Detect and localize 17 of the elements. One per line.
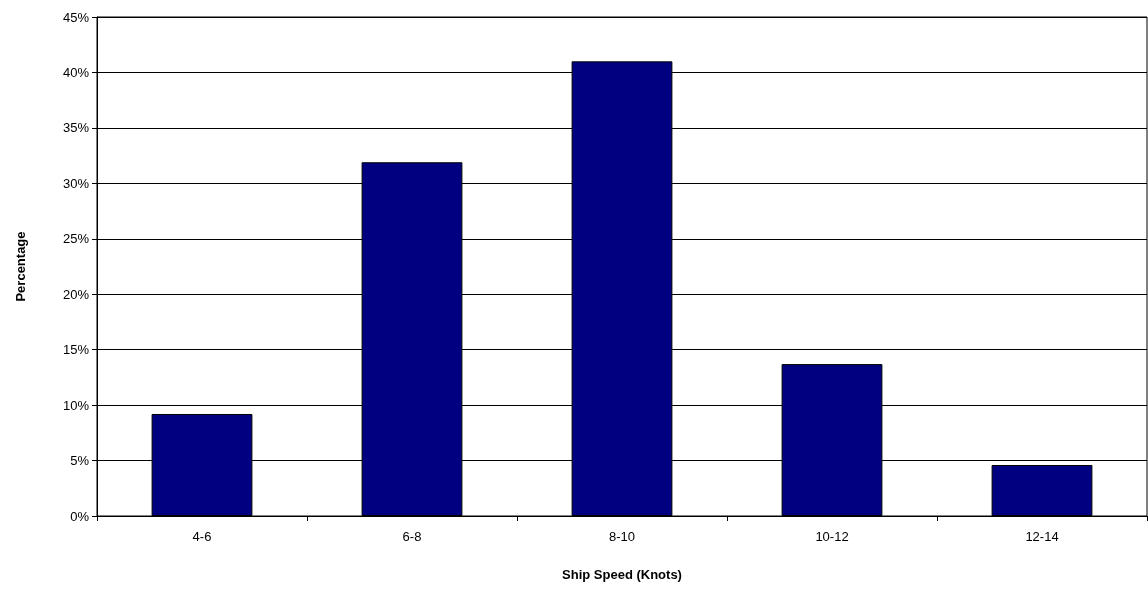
y-tick-label: 5% [70, 453, 90, 469]
y-axis-title: Percentage [13, 231, 28, 302]
y-tick-label: 10% [62, 397, 90, 413]
y-tick-label: 40% [62, 64, 90, 80]
y-tick-label: 20% [62, 286, 90, 302]
x-tick-label: 8-10 [608, 529, 636, 544]
x-tick-label: 6-8 [402, 529, 422, 544]
y-tick-label: 45% [62, 9, 90, 25]
y-tick-label: 25% [62, 231, 90, 247]
y-tick-label: 35% [62, 120, 90, 136]
x-tick-label: 4-6 [192, 529, 212, 544]
y-tick-label: 30% [62, 175, 90, 191]
x-tick-label: 12-14 [1025, 529, 1059, 544]
x-axis-title: Ship Speed (Knots) [562, 567, 682, 582]
y-tick-label: 15% [62, 342, 90, 358]
y-tick-label: 0% [70, 508, 90, 524]
x-tick-label: 10-12 [815, 529, 849, 544]
